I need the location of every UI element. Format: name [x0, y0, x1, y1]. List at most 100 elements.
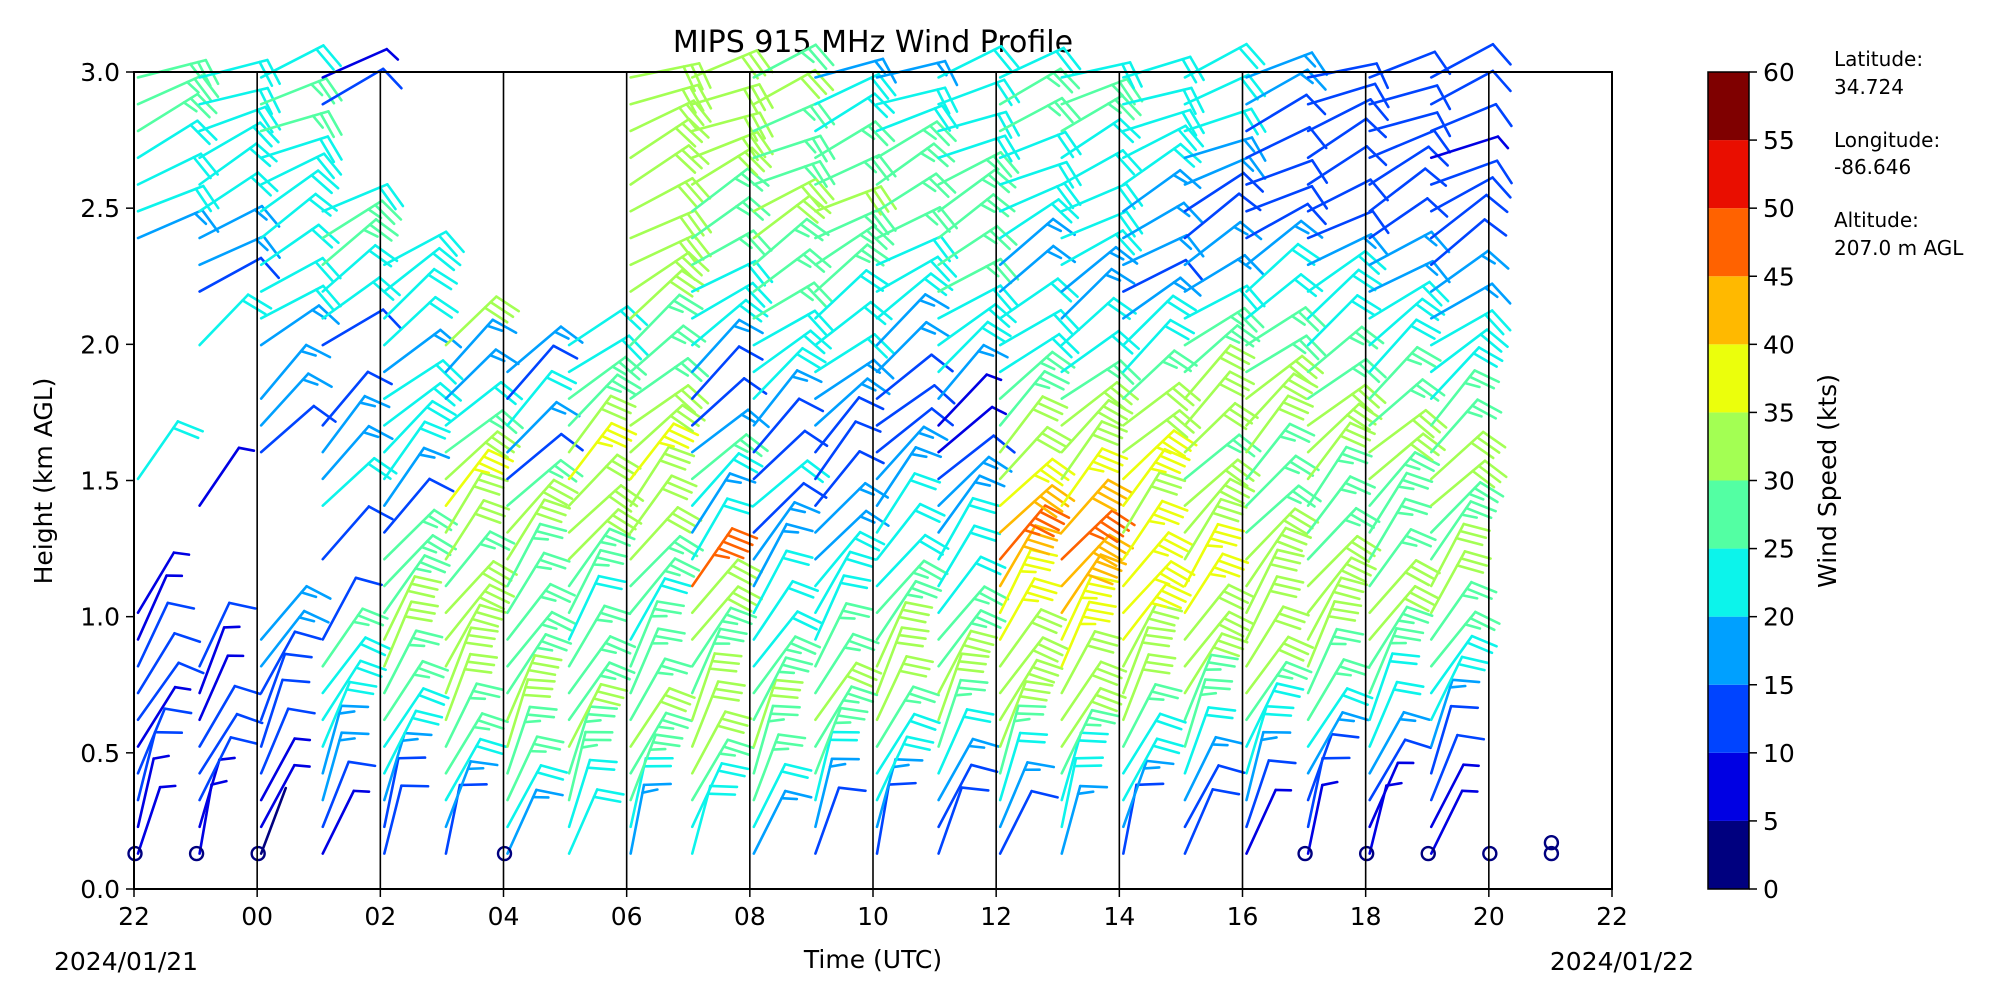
- wind-barb: [937, 320, 1012, 374]
- wind-barb: [690, 259, 774, 293]
- colorbar-tick-label: 10: [1763, 739, 1795, 768]
- wind-barb: [198, 256, 281, 293]
- wind-barb: [1122, 759, 1175, 829]
- wind-barb: [1245, 704, 1295, 775]
- wind-barb: [383, 756, 427, 829]
- wind-barb: [383, 629, 444, 695]
- wind-barb: [506, 633, 573, 695]
- wind-barb: [752, 369, 823, 427]
- wind-barb: [690, 345, 764, 400]
- colorbar-tick-label: 40: [1763, 330, 1795, 359]
- wind-barb: [690, 627, 748, 695]
- wind-barb: [814, 530, 886, 588]
- wind-barb: [690, 652, 743, 722]
- wind-barb: [259, 404, 337, 454]
- wind-barb: [1306, 711, 1370, 775]
- wind-barb: [690, 298, 769, 347]
- wind-barb: [875, 601, 934, 668]
- wind-barb: [321, 199, 403, 240]
- wind-barb: [383, 477, 455, 534]
- wind-barb: [814, 550, 877, 615]
- wind-barb: [752, 68, 835, 106]
- wind-barb: [752, 549, 814, 615]
- wind-barb: [814, 420, 882, 481]
- wind-barb: [444, 295, 521, 347]
- wind-barb: [1183, 552, 1250, 615]
- wind-barb: [875, 293, 950, 347]
- wind-barb: [383, 246, 462, 293]
- wind-barb: [1060, 420, 1128, 481]
- wind-barb: [1429, 789, 1479, 855]
- wind-barb: [1060, 447, 1129, 507]
- wind-barb: [814, 602, 874, 668]
- wind-barb: [814, 72, 897, 106]
- wind-barb: [259, 630, 322, 695]
- wind-barb: [1060, 77, 1144, 106]
- wind-barb: [752, 248, 832, 293]
- wind-barb: [752, 160, 836, 188]
- colorbar-band: [1708, 616, 1749, 685]
- wind-barb: [444, 560, 518, 615]
- wind-barb: [629, 117, 710, 160]
- wind-barb: [259, 223, 340, 267]
- wind-barb: [1245, 484, 1322, 534]
- wind-barb: [444, 603, 507, 668]
- wind-barb: [937, 678, 989, 748]
- wind-barb: [752, 329, 832, 374]
- start-date-label: 2024/01/21: [54, 947, 198, 976]
- wind-barb: [1122, 201, 1204, 240]
- wind-barb: [1245, 93, 1327, 133]
- colorbar-band: [1708, 752, 1749, 821]
- wind-barb: [136, 601, 196, 668]
- wind-barb: [1122, 531, 1194, 588]
- x-tick-label: 22: [1596, 902, 1628, 931]
- wind-barb: [444, 760, 499, 829]
- wind-barb: [567, 334, 649, 374]
- wind-barb: [629, 83, 713, 115]
- wind-barb: [567, 661, 636, 722]
- wind-barb: [1122, 560, 1196, 615]
- wind-barb: [1429, 176, 1512, 213]
- wind-barb: [690, 497, 755, 561]
- wind-barb: [1245, 273, 1324, 320]
- wind-barb: [1306, 687, 1374, 748]
- wind-barb: [1306, 627, 1365, 695]
- wind-barb: [937, 708, 995, 775]
- wind-barb: [383, 420, 451, 481]
- wind-barb: [1368, 197, 1449, 240]
- wind-barb: [136, 574, 184, 641]
- wind-barb: [321, 789, 371, 855]
- wind-barb: [629, 474, 698, 534]
- wind-barb: [1368, 432, 1446, 481]
- x-tick-label: 18: [1350, 902, 1382, 931]
- latitude-label: Latitude:: [1834, 47, 1923, 71]
- wind-barb: [690, 784, 739, 855]
- calm-marker: [496, 845, 513, 862]
- wind-barb: [752, 309, 835, 347]
- wind-barb: [814, 632, 880, 695]
- wind-barb: [629, 506, 703, 561]
- wind-barb: [136, 707, 193, 775]
- wind-barb: [321, 576, 383, 641]
- wind-barb: [875, 255, 958, 293]
- y-axis-label: Height (km AGL): [29, 378, 58, 585]
- wind-barb: [998, 350, 1076, 400]
- wind-barb: [1368, 167, 1448, 213]
- wind-barb: [752, 762, 813, 829]
- wind-barb: [444, 682, 504, 748]
- wind-barb: [567, 527, 636, 588]
- wind-barb: [136, 184, 220, 213]
- wind-barb: [752, 134, 836, 163]
- wind-barb: [1183, 788, 1241, 855]
- wind-barb: [937, 224, 1018, 267]
- wind-barb: [752, 610, 823, 668]
- wind-barbs: [136, 42, 1513, 855]
- wind-barb: [875, 320, 951, 374]
- colorbar-band: [1708, 548, 1749, 617]
- y-tick-label: 0.0: [80, 875, 120, 904]
- wind-barb: [506, 582, 576, 641]
- altitude-label: Altitude:: [1834, 208, 1919, 232]
- wind-barb: [752, 656, 814, 722]
- wind-barb: [567, 394, 637, 454]
- wind-barb: [1245, 454, 1320, 507]
